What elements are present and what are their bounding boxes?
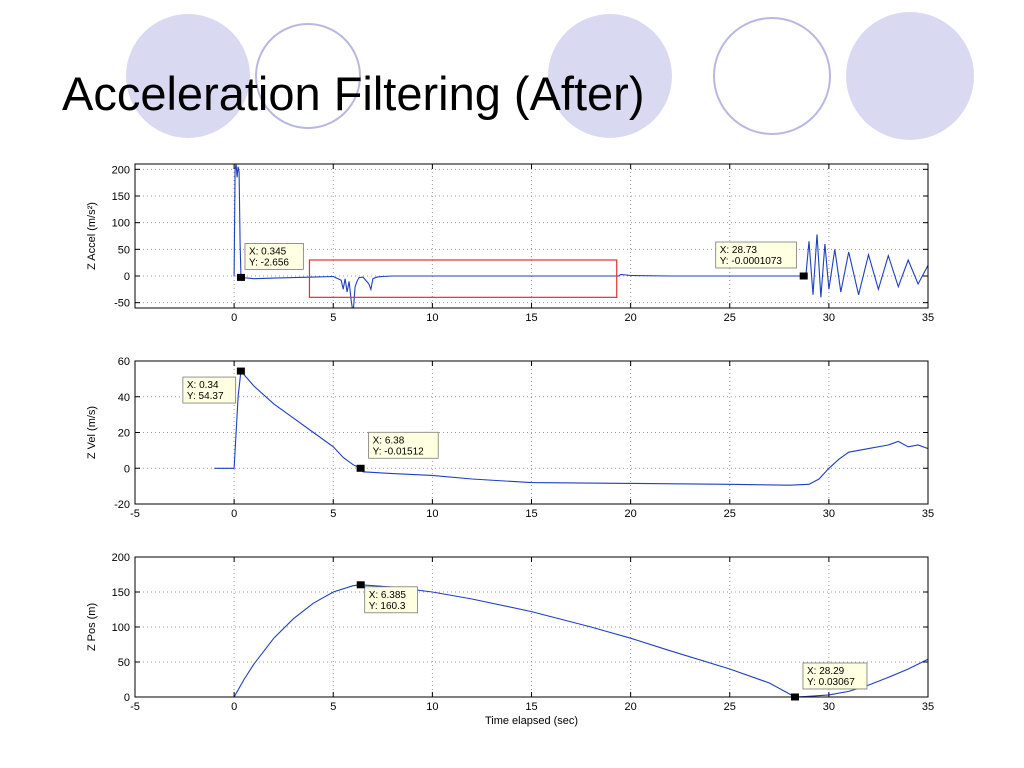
x-tick-label: 10 (426, 312, 438, 324)
x-tick-label: 15 (525, 508, 537, 520)
x-tick-label: 25 (724, 701, 736, 713)
datatip[interactable]: X: 0.34Y: 54.37 (182, 367, 245, 404)
y-tick-label: 200 (112, 552, 130, 564)
datatip-box (802, 662, 868, 690)
datatip-x-label: X: 28.29 (807, 666, 845, 677)
x-tick-label: 0 (231, 701, 237, 713)
datatip-box (244, 243, 304, 270)
deco-circle-1 (126, 14, 250, 138)
x-tick-label: 20 (625, 312, 637, 324)
y-tick-label: 0 (124, 692, 130, 704)
highlight-box (308, 259, 618, 298)
y-axis-label: Z Pos (m) (86, 603, 98, 651)
datatip-x-label: X: 6.38 (373, 435, 405, 446)
datatip-box (715, 241, 797, 269)
datatip-box (364, 586, 418, 614)
datatip[interactable]: X: 28.73Y: -0.0001073 (715, 241, 808, 280)
series-line (214, 369, 928, 486)
x-tick-label: 35 (922, 701, 934, 713)
datatip-y-label: Y: 160.3 (369, 601, 406, 612)
datatip-marker[interactable] (790, 693, 799, 701)
datatip[interactable]: X: 6.38Y: -0.01512 (356, 431, 439, 472)
y-tick-label: 20 (118, 428, 130, 440)
datatip[interactable]: X: 28.29Y: 0.03067 (790, 662, 868, 701)
y-tick-label: 200 (112, 164, 130, 176)
datatip-marker[interactable] (236, 273, 245, 281)
x-tick-label: 30 (823, 312, 835, 324)
x-tick-label: 5 (330, 508, 336, 520)
deco-circle-3 (548, 14, 672, 138)
x-tick-label: 10 (426, 508, 438, 520)
datatip-y-label: Y: 54.37 (187, 391, 224, 402)
x-tick-label: 15 (525, 312, 537, 324)
datatip-x-label: X: 28.73 (720, 245, 758, 256)
x-tick-label: 20 (625, 701, 637, 713)
x-tick-label: -5 (130, 508, 140, 520)
x-tick-label: 5 (330, 701, 336, 713)
series-line (233, 584, 928, 697)
x-tick-label: 35 (922, 508, 934, 520)
x-axis-label: Time elapsed (sec) (485, 715, 578, 727)
datatip-x-label: X: 0.345 (249, 246, 287, 257)
deco-circle-4 (713, 17, 831, 135)
x-tick-label: 25 (724, 508, 736, 520)
x-tick-label: 10 (426, 701, 438, 713)
datatip-y-label: Y: -2.656 (249, 257, 289, 268)
y-tick-label: -50 (114, 298, 130, 310)
datatip-x-label: X: 0.34 (187, 380, 219, 391)
y-tick-label: 40 (118, 392, 130, 404)
x-tick-label: -5 (130, 701, 140, 713)
x-tick-label: 35 (922, 312, 934, 324)
datatip-x-label: X: 6.385 (369, 590, 407, 601)
x-tick-label: 0 (231, 312, 237, 324)
deco-circle-2 (255, 23, 361, 129)
y-tick-label: 50 (118, 657, 130, 669)
subplot-2: -5 0 5 10 15 20 25 30 35 -20 0 20 40 60 Z Vel (m/s) (86, 356, 934, 520)
datatip-marker[interactable] (799, 272, 808, 280)
y-tick-label: 100 (112, 218, 130, 230)
datatip-y-label: Y: -0.0001073 (720, 256, 783, 267)
datatip-box (182, 376, 237, 404)
datatip-y-label: Y: -0.01512 (373, 446, 425, 457)
x-tick-label: 25 (724, 312, 736, 324)
slide-title: Acceleration Filtering (After) (62, 67, 645, 120)
y-tick-label: 60 (118, 356, 130, 368)
y-axis-label: Z Accel (m/s²) (86, 202, 98, 270)
y-tick-label: 150 (112, 191, 130, 203)
y-tick-label: 0 (124, 463, 130, 475)
x-tick-label: 5 (330, 312, 336, 324)
y-tick-label: 100 (112, 622, 130, 634)
datatip-marker[interactable] (236, 367, 245, 375)
subplot-1: 0 5 10 15 20 25 30 35 -50 0 50 100 150 200 Z Accel (m/… (86, 163, 934, 324)
datatip-y-label: Y: 0.03067 (807, 677, 855, 688)
datatip-marker[interactable] (356, 581, 365, 589)
x-tick-label: 15 (525, 701, 537, 713)
x-tick-label: 30 (823, 508, 835, 520)
datatip-box (368, 431, 439, 459)
y-tick-label: 0 (124, 271, 130, 283)
y-tick-label: -20 (114, 499, 130, 511)
datatip-marker[interactable] (356, 464, 365, 472)
y-tick-label: 50 (118, 244, 130, 256)
series-line (233, 164, 928, 308)
deco-circle-5 (846, 12, 974, 140)
y-axis-label: Z Vel (m/s) (86, 406, 98, 459)
x-tick-label: 0 (231, 508, 237, 520)
y-tick-label: 150 (112, 587, 130, 599)
x-tick-label: 20 (625, 508, 637, 520)
x-tick-label: 30 (823, 701, 835, 713)
